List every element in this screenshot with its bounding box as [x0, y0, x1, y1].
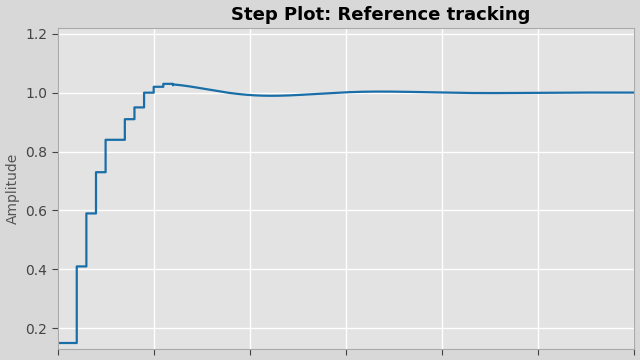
Text: Step Plot: Reference tracking: Step Plot: Reference tracking	[231, 5, 531, 23]
Y-axis label: Amplitude: Amplitude	[6, 153, 20, 224]
